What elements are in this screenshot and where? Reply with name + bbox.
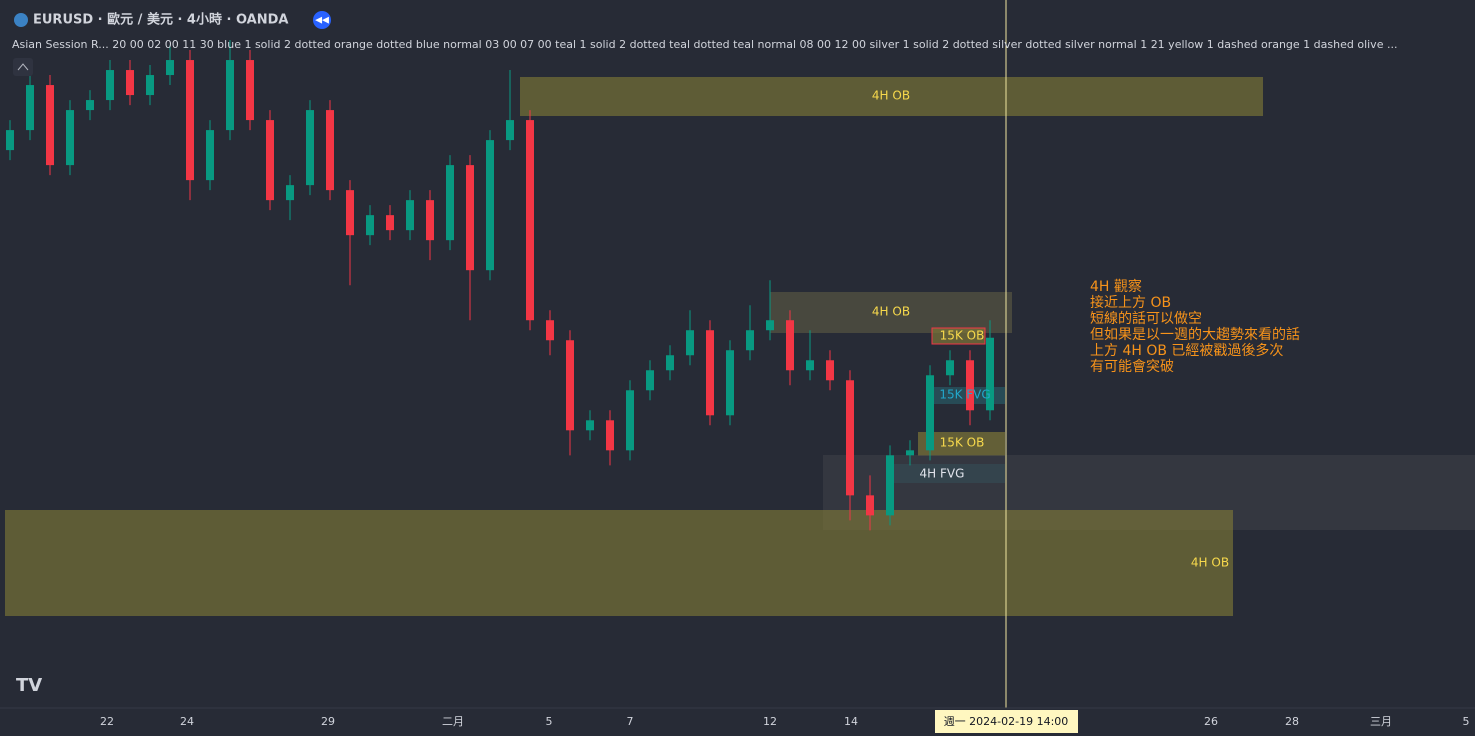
x-tick-label: 5 bbox=[546, 715, 553, 728]
x-tick-label: 二月 bbox=[442, 715, 464, 728]
candle-body bbox=[566, 340, 574, 431]
x-axis: 22 24 29 二月 5 7 12 14 26 28 三月 5 bbox=[100, 715, 1470, 728]
zone-label: 4H OB bbox=[1191, 556, 1229, 570]
candle-body bbox=[626, 390, 634, 451]
x-tick-label: 22 bbox=[100, 715, 114, 728]
collapse-icon bbox=[17, 63, 29, 71]
candle-body bbox=[806, 360, 814, 371]
candle-body bbox=[126, 70, 134, 96]
candle-body bbox=[886, 455, 894, 516]
candle-body bbox=[306, 110, 314, 186]
candle-body bbox=[786, 320, 794, 371]
x-tick-label: 14 bbox=[844, 715, 858, 728]
cursor-label-box bbox=[935, 710, 1078, 733]
candle-body bbox=[206, 130, 214, 181]
candle-body bbox=[166, 60, 174, 76]
zone-box bbox=[932, 328, 985, 344]
candle-body bbox=[826, 360, 834, 381]
candle-body bbox=[866, 495, 874, 516]
candle-body bbox=[466, 165, 474, 271]
note-line: 接近上方 OB bbox=[1090, 294, 1171, 311]
x-tick-label: 三月 bbox=[1370, 715, 1392, 728]
candle-body bbox=[846, 380, 854, 496]
cursor-label: 週一 2024-02-19 14:00 bbox=[944, 715, 1069, 728]
note-line: 有可能會突破 bbox=[1090, 359, 1174, 375]
replay-icon: ◀◀ bbox=[315, 16, 329, 26]
tv-logo[interactable]: TV bbox=[16, 675, 42, 696]
candle-body bbox=[426, 200, 434, 241]
x-tick-label: 28 bbox=[1285, 715, 1299, 728]
candle-body bbox=[326, 110, 334, 191]
x-tick-label: 24 bbox=[180, 715, 194, 728]
candle-body bbox=[226, 60, 234, 131]
candle-body bbox=[246, 60, 254, 121]
candle-body bbox=[506, 120, 514, 141]
candle-body bbox=[66, 110, 74, 166]
candle-body bbox=[586, 420, 594, 431]
candle-body bbox=[6, 130, 14, 151]
candle-body bbox=[906, 450, 914, 456]
candle-body bbox=[346, 190, 354, 236]
zone-box bbox=[5, 510, 1233, 616]
candle-body bbox=[546, 320, 554, 341]
candle-body bbox=[686, 330, 694, 356]
candle-body bbox=[186, 60, 194, 181]
symbol-icon[interactable] bbox=[14, 13, 28, 27]
candle-body bbox=[986, 337, 994, 411]
replay-button[interactable] bbox=[313, 11, 331, 29]
x-tick-label: 7 bbox=[627, 715, 634, 728]
candle-body bbox=[966, 360, 974, 411]
candle-body bbox=[446, 165, 454, 241]
zone-label: 4H FVG bbox=[920, 467, 965, 481]
zone-box bbox=[770, 292, 1012, 333]
candle-body bbox=[366, 215, 374, 236]
zone-label: 15K OB bbox=[940, 436, 985, 450]
candle-body bbox=[526, 120, 534, 321]
note-line: 但如果是以一週的大趨勢來看的話 bbox=[1090, 326, 1300, 343]
x-tick-label: 12 bbox=[763, 715, 777, 728]
symbol-title[interactable]: EURUSD · 歐元 / 美元 · 4小時 · OANDA bbox=[33, 12, 288, 28]
candle-body bbox=[766, 320, 774, 331]
candle-body bbox=[146, 75, 154, 96]
zone-label: 15K OB bbox=[940, 329, 985, 343]
candle-body bbox=[606, 420, 614, 451]
collapse-button[interactable] bbox=[13, 58, 33, 76]
candle-body bbox=[106, 70, 114, 101]
candle-body bbox=[86, 100, 94, 111]
note-line: 短線的話可以做空 bbox=[1090, 310, 1202, 327]
candle-body bbox=[406, 200, 414, 231]
note-line: 上方 4H OB 已經被戳過後多次 bbox=[1090, 342, 1283, 359]
candle-body bbox=[286, 185, 294, 201]
candle-body bbox=[386, 215, 394, 231]
x-tick-label: 29 bbox=[321, 715, 335, 728]
candle-body bbox=[746, 330, 754, 351]
note-line: 4H 觀察 bbox=[1090, 278, 1142, 295]
candle-body bbox=[46, 85, 54, 166]
candle-body bbox=[706, 330, 714, 416]
candle-body bbox=[726, 350, 734, 416]
x-tick-label: 26 bbox=[1204, 715, 1218, 728]
zone-outline bbox=[931, 327, 986, 345]
zone-label: 4H OB bbox=[872, 305, 910, 319]
x-tick-label: 5 bbox=[1463, 715, 1470, 728]
zone-label: 15K FVG bbox=[939, 388, 990, 402]
zone-box bbox=[520, 77, 1263, 116]
indicator-text[interactable]: Asian Session R... 20 00 02 00 11 30 blu… bbox=[12, 38, 1397, 51]
candle-body bbox=[926, 375, 934, 451]
candle-body bbox=[946, 360, 954, 376]
candle-body bbox=[266, 120, 274, 201]
candle-body bbox=[26, 85, 34, 131]
candles bbox=[6, 40, 994, 531]
zone-labels: 4H OB 4H OB 15K OB 15K FVG 15K OB 4H FVG 4H OB bbox=[872, 89, 1229, 570]
candle-body bbox=[486, 140, 494, 271]
candle-body bbox=[666, 355, 674, 371]
zone-label: 4H OB bbox=[872, 89, 910, 103]
candle-body bbox=[646, 370, 654, 391]
